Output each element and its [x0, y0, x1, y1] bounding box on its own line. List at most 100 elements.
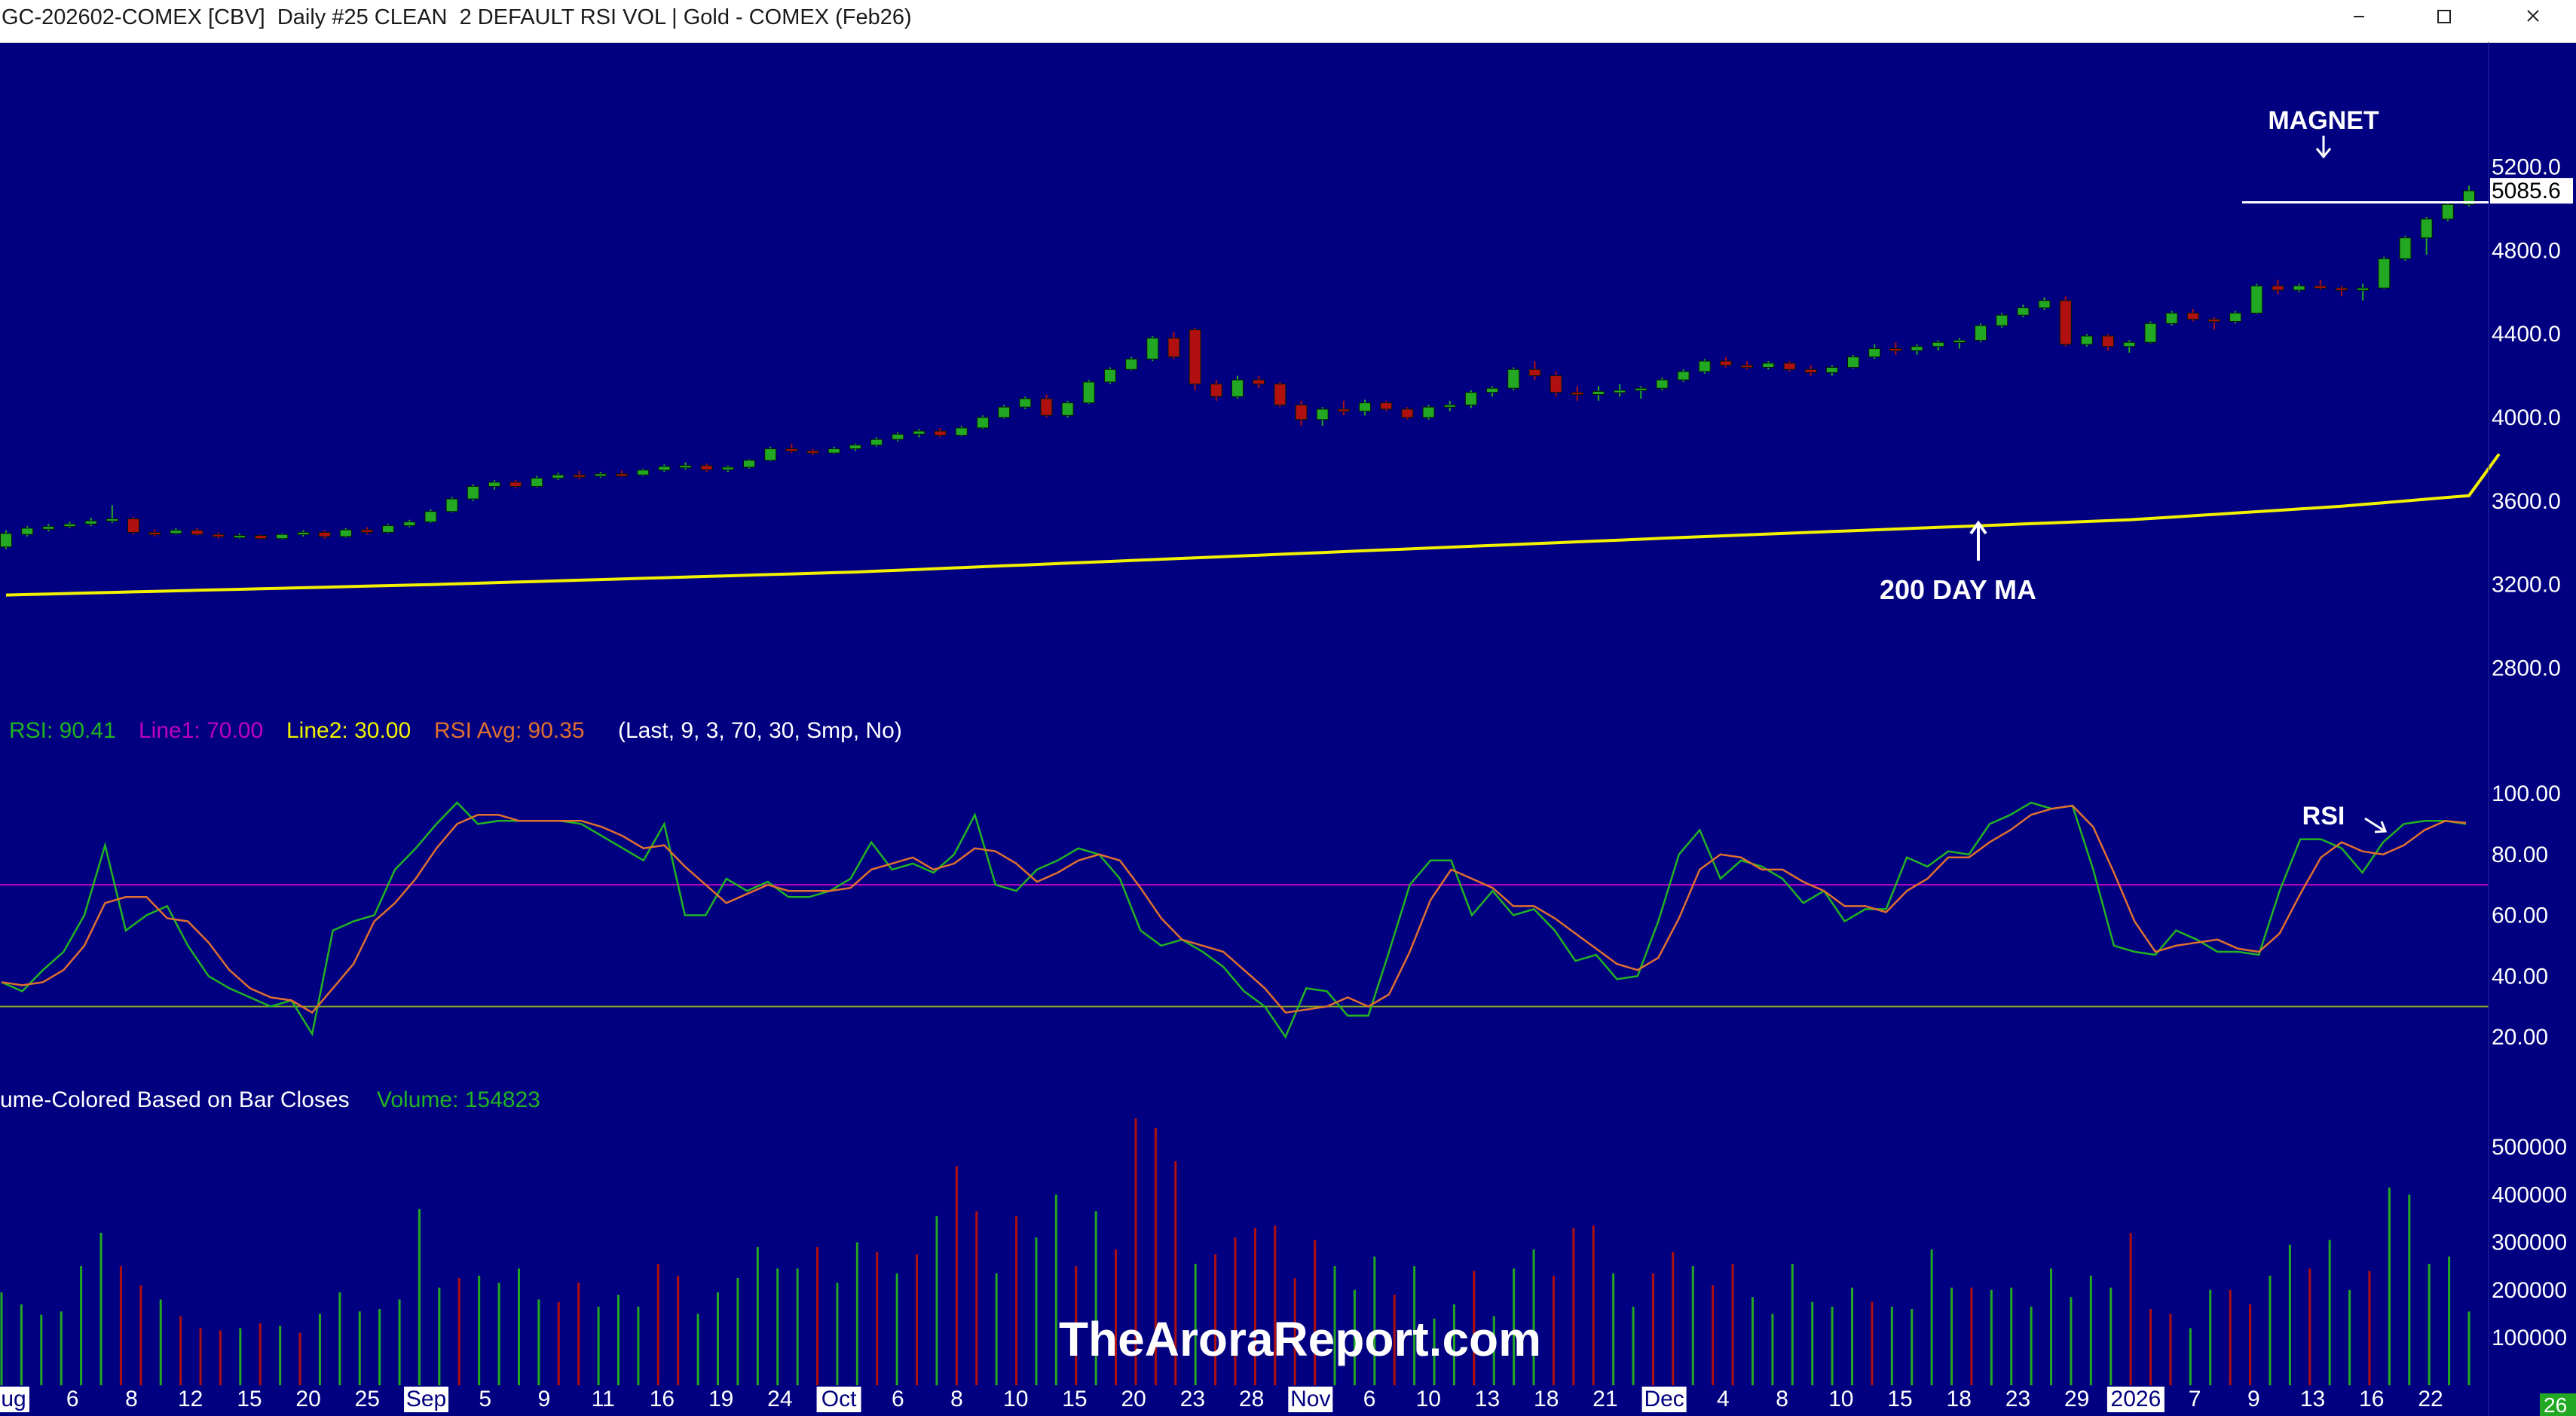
- candle-up: [2441, 203, 2454, 220]
- candle-up: [1868, 348, 1881, 358]
- price-tick-label: 4000.0: [2492, 405, 2561, 430]
- x-axis-tick-label: 15: [1062, 1387, 1087, 1411]
- price-tick-label: 2800.0: [2492, 656, 2561, 681]
- candle-up: [2463, 190, 2475, 205]
- candle-up: [2378, 258, 2391, 289]
- candle-up: [382, 525, 395, 533]
- candle-down: [573, 474, 586, 478]
- x-axis-tick-label: 2026: [2111, 1387, 2161, 1411]
- candle-up: [445, 498, 458, 512]
- candle-up: [998, 406, 1011, 418]
- candle-up: [828, 448, 840, 454]
- candle-up: [913, 430, 925, 435]
- rsi-annotation-label: RSI: [2302, 802, 2345, 830]
- window-title: GC-202602-COMEX [CBV] Daily #25 CLEAN 2 …: [2, 5, 912, 29]
- x-axis-tick-label: Oct: [821, 1387, 857, 1411]
- x-axis-tick-label: Dec: [1644, 1387, 1684, 1411]
- candle-down: [1167, 338, 1180, 358]
- x-axis-tick-label: 15: [237, 1387, 262, 1411]
- candle-up: [1443, 404, 1456, 408]
- candle-up: [170, 530, 182, 534]
- x-axis-month-marker: [1641, 1387, 1687, 1412]
- rsi-tick-label: 80.00: [2492, 843, 2548, 867]
- x-axis-tick-label: 28: [1239, 1387, 1264, 1411]
- candle-down: [1571, 392, 1583, 396]
- x-axis-tick-label: 8: [950, 1387, 963, 1411]
- x-axis-tick-label: 4: [1717, 1387, 1730, 1411]
- candle-up: [2144, 323, 2157, 343]
- rsi-tick-label: 40.00: [2492, 964, 2548, 989]
- x-axis-tick-label: Sep: [406, 1387, 446, 1411]
- candle-down: [1804, 369, 1817, 373]
- x-axis-tick-label: 6: [892, 1387, 904, 1411]
- candle-down: [127, 518, 140, 533]
- candle-up: [679, 465, 692, 469]
- candle-up: [1359, 402, 1372, 412]
- candle-up: [1996, 314, 2008, 326]
- price-tick-label: 3600.0: [2492, 489, 2561, 514]
- x-axis-month-marker: [816, 1387, 861, 1412]
- candle-down: [1783, 362, 1796, 370]
- x-axis-tick-label: 10: [1003, 1387, 1028, 1411]
- maximize-button[interactable]: [2409, 0, 2477, 35]
- maximize-icon: [2437, 10, 2451, 23]
- candle-down: [2059, 300, 2072, 345]
- rsi-arrow-icon: [2364, 817, 2388, 833]
- candle-down: [785, 448, 798, 452]
- candle-up: [594, 473, 607, 477]
- candle-up: [1825, 366, 1838, 373]
- x-axis-tick-label: 13: [2300, 1387, 2325, 1411]
- candle-up: [1486, 387, 1499, 393]
- candle-up: [1762, 362, 1775, 368]
- candle-up: [976, 417, 989, 429]
- candle-down: [148, 531, 161, 535]
- volume-legend-value: Volume: 154823: [377, 1087, 540, 1112]
- minimize-button[interactable]: [2325, 0, 2393, 35]
- minimize-icon: [2354, 16, 2364, 17]
- x-axis-tick-label: 7: [2189, 1387, 2201, 1411]
- candle-up: [1019, 398, 1032, 408]
- volume-tick-label: 200000: [2492, 1278, 2567, 1303]
- chart-area[interactable]: 5200.0 4800.0 4400.0 4000.0 3600.0 3200.0 2800…: [0, 42, 2576, 1416]
- rsi-avg-series-line: [1, 804, 2467, 1014]
- candle-down: [2314, 285, 2327, 289]
- candle-down: [1719, 360, 1732, 366]
- ma-200-line: [5, 453, 2501, 597]
- x-axis-tick-label: 16: [2359, 1387, 2384, 1411]
- x-axis-tick-label: 6: [1363, 1387, 1376, 1411]
- volume-tick-label: 300000: [2492, 1231, 2567, 1255]
- rsi-tick-label: 100.00: [2492, 781, 2561, 806]
- candle-up: [2038, 300, 2051, 308]
- candle-up: [1103, 369, 1116, 383]
- rsi-tick-label: 20.00: [2492, 1025, 2548, 1050]
- x-axis-tick-label: 22: [2418, 1387, 2443, 1411]
- candle-up: [424, 511, 437, 523]
- candle-up: [2123, 341, 2136, 347]
- candle-up: [1635, 387, 1647, 391]
- x-axis-tick-label: 9: [538, 1387, 551, 1411]
- candle-up: [1953, 339, 1966, 343]
- x-axis-tick-label: ug: [1, 1387, 26, 1411]
- x-axis-month-marker: [1288, 1387, 1333, 1412]
- candle-up: [1677, 371, 1690, 381]
- candle-down: [1295, 404, 1308, 421]
- x-axis-tick-label: 20: [295, 1387, 320, 1411]
- candle-down: [2335, 287, 2348, 291]
- close-button[interactable]: [2499, 0, 2567, 35]
- candle-down: [255, 535, 268, 540]
- x-axis-tick-label: 9: [2247, 1387, 2260, 1411]
- price-tick-label: 5200.0: [2492, 154, 2561, 179]
- candle-up: [1464, 392, 1477, 405]
- candle-down: [1889, 348, 1902, 352]
- candle-up: [297, 531, 310, 535]
- candle-down: [1337, 408, 1350, 412]
- price-tick-label: 4400.0: [2492, 322, 2561, 347]
- candle-up: [63, 523, 76, 528]
- x-axis-tick-label: 18: [1534, 1387, 1559, 1411]
- volume-tick-label: 500000: [2492, 1135, 2567, 1160]
- window-titlebar: GC-202602-COMEX [CBV] Daily #25 CLEAN 2 …: [0, 0, 2576, 43]
- candle-down: [2207, 319, 2220, 323]
- candle-down: [1253, 379, 1265, 385]
- candle-up: [892, 433, 904, 440]
- x-axis-tick-label: Nov: [1290, 1387, 1330, 1411]
